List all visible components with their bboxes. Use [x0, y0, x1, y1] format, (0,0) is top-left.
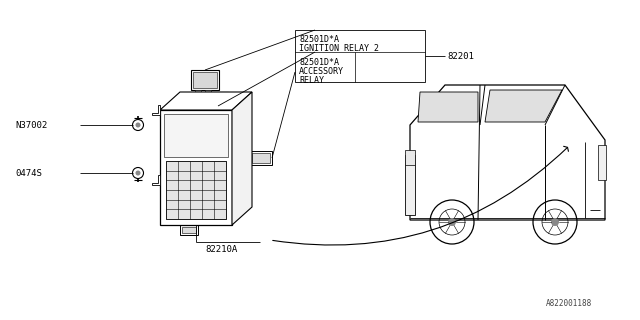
Text: ACCESSORY: ACCESSORY	[299, 67, 344, 76]
Bar	[205, 90, 211, 94]
Bar	[405, 155, 415, 215]
Bar	[210, 94, 226, 104]
Bar	[182, 227, 196, 233]
Text: RELAY: RELAY	[299, 76, 324, 84]
Polygon shape	[152, 105, 160, 115]
Circle shape	[551, 218, 559, 226]
Text: 82501D*A: 82501D*A	[299, 35, 339, 44]
Circle shape	[136, 171, 141, 175]
Text: 0474S: 0474S	[15, 169, 42, 178]
Bar	[160, 110, 232, 225]
Text: 82201: 82201	[447, 52, 474, 60]
Polygon shape	[152, 175, 160, 185]
Polygon shape	[410, 85, 605, 220]
Bar	[164, 114, 228, 157]
Bar	[191, 70, 219, 90]
Polygon shape	[485, 90, 562, 122]
Bar	[180, 225, 198, 235]
Bar	[252, 153, 270, 163]
Circle shape	[136, 123, 141, 127]
Bar	[193, 72, 217, 88]
Text: A822001188: A822001188	[546, 299, 592, 308]
Bar	[295, 30, 425, 82]
Text: N37002: N37002	[15, 121, 47, 130]
Bar	[250, 151, 272, 165]
Bar	[598, 145, 606, 180]
Text: IGNITION RELAY 2: IGNITION RELAY 2	[299, 44, 379, 52]
Circle shape	[448, 218, 456, 226]
Text: 82501D*A: 82501D*A	[299, 58, 339, 67]
Text: 82210A: 82210A	[205, 244, 237, 253]
Polygon shape	[160, 92, 252, 110]
Bar	[195, 90, 201, 94]
Bar	[208, 92, 228, 106]
Polygon shape	[418, 92, 478, 122]
Bar	[166, 161, 226, 219]
Polygon shape	[232, 92, 252, 225]
Bar	[405, 150, 415, 165]
